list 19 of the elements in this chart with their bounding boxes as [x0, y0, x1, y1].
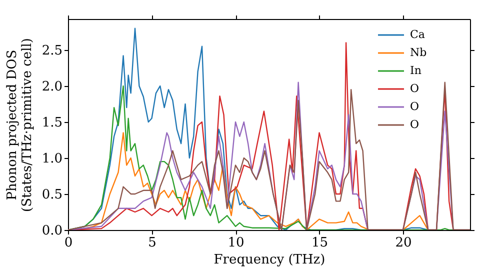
x-axis-title: Frequency (THz): [214, 252, 326, 268]
y-tick-label: 2.0: [42, 79, 62, 94]
y-tick-label: 1.5: [42, 115, 62, 130]
legend-label: In: [410, 64, 422, 77]
y-tick-label: 0.5: [42, 187, 62, 202]
legend-label: O: [410, 118, 420, 131]
x-tick-label: 20: [395, 236, 412, 250]
legend-label: Nb: [410, 46, 427, 59]
legend-label: O: [410, 100, 420, 113]
legend-label: Ca: [410, 28, 426, 41]
x-tick-label: 0: [64, 236, 73, 250]
x-tick-label: 10: [228, 236, 244, 250]
x-tick-label: 15: [311, 236, 328, 250]
x-tick-label: 5: [148, 236, 156, 250]
y-tick-label: 1.0: [42, 151, 62, 166]
legend-label: O: [410, 82, 420, 95]
y-tick-label: 0.0: [42, 224, 62, 238]
y-tick-label: 2.5: [42, 43, 62, 58]
y-axis-title: Phonon projected DOS (States/THz·primitive cell): [4, 38, 35, 212]
